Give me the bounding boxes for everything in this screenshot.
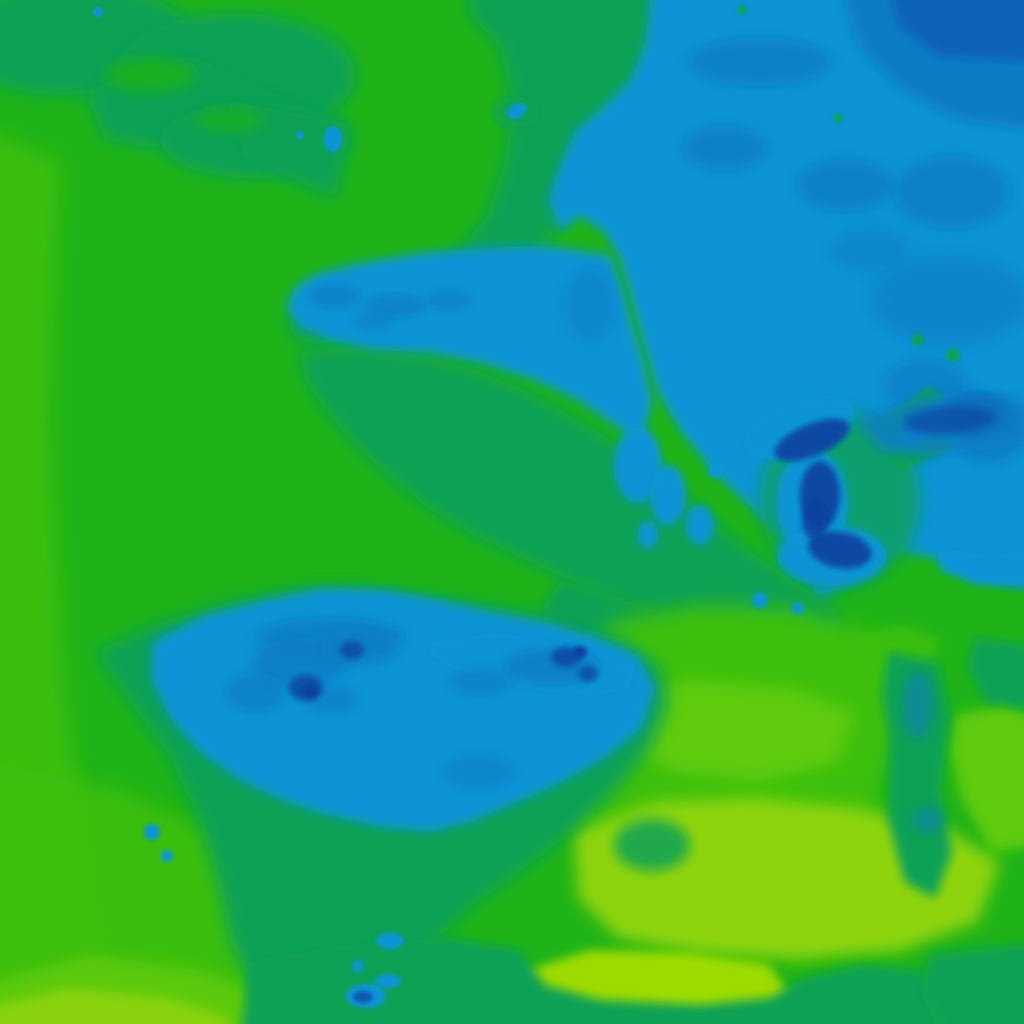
region-green-speck-blue-2	[912, 334, 924, 346]
region-teal-blob-southcenter	[614, 819, 690, 871]
region-alps-foot-dot-2	[792, 602, 804, 614]
region-blue-mid-blob-3	[797, 159, 893, 211]
region-south-speck-3	[375, 974, 401, 988]
region-green-speck-blue-4	[737, 5, 747, 15]
region-iberia-navy-2	[340, 641, 364, 659]
region-south-speck-1	[376, 933, 404, 949]
region-alps-navy-ridge-1	[774, 418, 850, 462]
region-green-speck-blue-1	[946, 348, 960, 362]
region-south-speck-navy-core	[353, 991, 373, 1003]
region-blue-dot-paris	[507, 103, 527, 119]
region-blue-mid-blob-2	[683, 126, 767, 170]
region-tiny-blue-dot-picardy	[296, 131, 304, 139]
region-tiny-blue-dot-nw	[93, 7, 103, 17]
region-blue-dot-ne-france	[708, 462, 724, 478]
region-rhone-strip-core-2	[912, 807, 944, 833]
region-blue-teardrop-north	[324, 126, 342, 152]
region-south-speck-2	[352, 960, 364, 972]
region-iberia-dot-sw-2	[161, 850, 173, 862]
region-blue-finger-2	[650, 465, 686, 525]
region-se-corner-teal	[920, 944, 1024, 1024]
region-tongue-mottle-4	[352, 313, 392, 331]
region-tongue-mottle-3	[424, 290, 472, 310]
region-tongue-mottle-2	[365, 294, 425, 318]
region-blue-finger-3	[686, 505, 714, 545]
region-channel-teal-boundary-band	[284, 0, 663, 344]
region-right-edge-teal-patch	[968, 638, 1024, 709]
region-bottom-teal-band	[242, 938, 940, 1024]
region-blue-mid-blob-5	[870, 255, 1024, 345]
region-rhone-strip-core-1	[903, 671, 933, 739]
region-nw-green-mottle-1	[105, 58, 195, 92]
region-iberia-mottle-3	[225, 672, 285, 712]
region-iberia-deep-2	[302, 686, 318, 698]
region-blue-mid-blob-6	[830, 228, 910, 272]
region-iberia-mottle-7	[442, 754, 514, 790]
region-tongue-root-mottle	[564, 267, 616, 343]
region-sw-corner-yellow-green	[0, 988, 230, 1024]
region-alps-east-arm-navy	[904, 405, 996, 435]
region-france-central-teal	[300, 348, 845, 648]
region-ne-corner-blue-dark	[891, 0, 1024, 61]
region-right-edge-blue-balkans	[938, 548, 1024, 586]
region-tongue-mottle-1	[309, 284, 361, 308]
region-right-edge-green-mid	[950, 705, 1024, 852]
region-iberia-deep-1	[573, 646, 587, 658]
region-iberia-navy-4	[578, 666, 598, 682]
region-green-speck-blue-3	[833, 113, 843, 123]
region-iberia-dot-sw-1	[144, 824, 160, 840]
region-nw-green-mottle-2	[195, 108, 265, 132]
region-alps-navy-ridge-3	[808, 531, 872, 569]
region-blue-finger-4	[638, 521, 658, 549]
region-iberia-mottle-6	[448, 668, 512, 696]
region-alps-deep-core	[802, 500, 828, 540]
region-blue-mid-blob-4	[894, 156, 1010, 228]
region-rhone-teal-strip	[882, 652, 952, 898]
region-blue-finger-1	[614, 427, 662, 503]
region-blue-tongue-west	[286, 246, 652, 442]
region-alps-foot-dot-1	[752, 592, 768, 608]
region-blue-mid-streak-1	[688, 38, 832, 86]
